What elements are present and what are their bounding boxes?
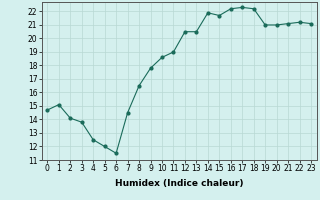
X-axis label: Humidex (Indice chaleur): Humidex (Indice chaleur): [115, 179, 244, 188]
